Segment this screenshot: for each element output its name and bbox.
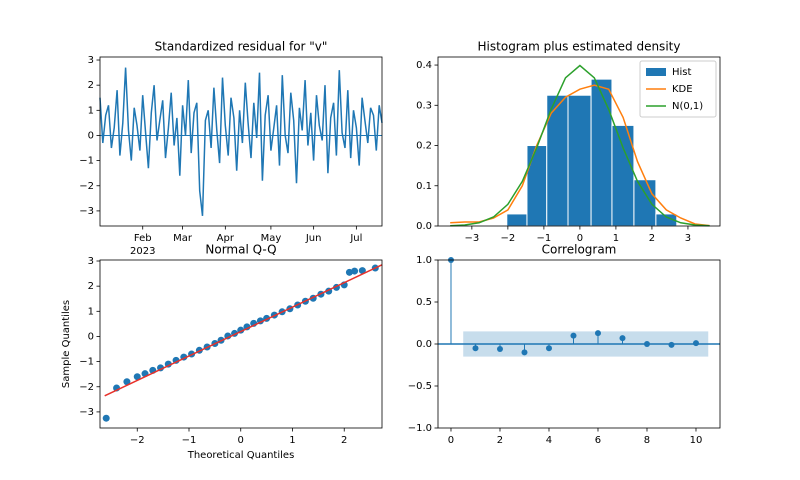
hist-bar [633, 179, 657, 227]
x-tick-label: 8 [644, 435, 650, 446]
x-tick-label: Apr [217, 233, 235, 244]
x-tick-label: Feb [134, 233, 152, 244]
qq-point [133, 373, 141, 381]
qq-point [102, 414, 110, 422]
stem-marker [521, 349, 528, 356]
axes-frame [437, 56, 721, 227]
x-tick-label: 1 [613, 233, 619, 244]
stem-marker [643, 341, 650, 347]
x-tick-label: −1 [182, 435, 197, 446]
y-tick-label: 0.2 [416, 141, 432, 152]
stem-marker [472, 345, 479, 352]
y-tick-label: 2 [88, 281, 94, 292]
x-tick-label: 10 [690, 435, 703, 446]
qq-point [351, 267, 359, 275]
y-tick-label: 0 [88, 331, 94, 342]
x-tick-label: 3 [685, 233, 691, 244]
y-tick-label: −2 [79, 181, 94, 192]
y-tick-label: 3 [88, 256, 94, 267]
y-tick-label: −0.5 [408, 381, 432, 392]
density-line [450, 64, 710, 227]
x-tick-label: 2 [649, 233, 655, 244]
y-tick-label: 2 [88, 80, 94, 91]
stem-marker [594, 330, 601, 337]
stem-marker [545, 345, 552, 352]
subplot: Feb Mar Apr May Jun Jul 2023 −3 −2 −1 0 1 2 3 Standard… [79, 40, 383, 257]
x-tick-label: May [261, 233, 282, 244]
chart-title: Histogram plus estimated density [478, 40, 681, 54]
chart-title: Normal Q-Q [205, 243, 276, 257]
x-tick-label: 6 [595, 435, 601, 446]
hist-bar [590, 78, 613, 227]
y-tick-label: 0.5 [416, 297, 432, 308]
y-tick-label: 0.4 [416, 60, 432, 71]
reference-line [104, 264, 383, 397]
y-tick-label: −2 [79, 382, 94, 393]
x-tick-label: Jun [305, 233, 322, 244]
axes-frame [99, 56, 383, 227]
y-axis-label: Sample Quantiles [61, 300, 72, 388]
y-tick-label: −3 [79, 407, 94, 418]
legend-label: N(0,1) [672, 101, 703, 112]
hist-bar [506, 213, 528, 227]
x-tick-label: −2 [500, 233, 515, 244]
legend-label: KDE [672, 84, 693, 95]
hist-bar [526, 145, 548, 227]
y-tick-label: −1 [79, 156, 94, 167]
residual-line [99, 67, 383, 216]
stem-marker [570, 332, 577, 339]
x-tick-year: 2023 [130, 246, 155, 257]
x-tick-label: 0 [238, 435, 244, 446]
qq-point [358, 267, 366, 275]
x-tick-label: 0 [448, 435, 454, 446]
stem-marker [692, 340, 699, 347]
qq-point [123, 378, 131, 386]
legend-swatch [646, 68, 666, 76]
y-tick-label: 0.3 [416, 100, 432, 111]
y-tick-label: 0.1 [416, 181, 432, 192]
stem-marker [668, 341, 675, 348]
subplot: −2 −1 0 1 2 −3 −2 −1 0 1 2 3 Normal Q-Q Theoretical Q… [61, 243, 383, 461]
y-tick-label: 1.0 [416, 255, 432, 266]
y-tick-label: 1 [88, 306, 94, 317]
legend-label: Hist [672, 67, 692, 78]
x-tick-label: −1 [537, 233, 552, 244]
x-tick-label: 2 [497, 435, 503, 446]
subplot: Hist KDE N(0,1) −3 −2 −1 0 1 2 3 0.0 0.1 0.2 0.3 0.4 Hi… [416, 40, 721, 244]
x-axis-label: Theoretical Quantiles [187, 450, 295, 461]
y-tick-label: 0.0 [416, 339, 432, 350]
y-tick-label: 0 [88, 130, 94, 141]
y-tick-label: 3 [88, 55, 94, 66]
y-tick-label: 0.0 [416, 221, 432, 232]
y-tick-label: −3 [79, 206, 94, 217]
y-tick-label: −1.0 [408, 423, 432, 434]
hist-bar [567, 94, 592, 227]
subplot: 0 2 4 6 8 10 −1.0 −0.5 0.0 0.5 1.0 Correlogram [408, 243, 721, 446]
x-tick-label: 2 [341, 435, 347, 446]
x-tick-label: −2 [130, 435, 145, 446]
x-tick-label: Mar [173, 233, 193, 244]
x-tick-label: 0 [577, 233, 583, 244]
density-line [450, 84, 710, 227]
chart-title: Correlogram [542, 243, 617, 257]
chart-title: Standardized residual for "v" [155, 40, 328, 54]
y-tick-label: −1 [79, 357, 94, 368]
stem-marker [496, 346, 503, 353]
x-tick-label: 1 [289, 435, 295, 446]
x-tick-label: −3 [464, 233, 479, 244]
stem-marker [619, 335, 626, 342]
y-tick-label: 1 [88, 105, 94, 116]
x-tick-label: 4 [546, 435, 552, 446]
x-tick-label: Jul [349, 233, 362, 244]
